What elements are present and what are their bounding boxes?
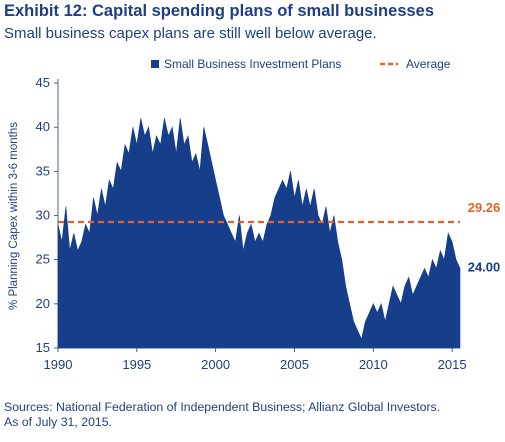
x-tick-label: 2000 <box>201 357 230 372</box>
chart-subtitle: Small business capex plans are still wel… <box>4 25 377 42</box>
x-tick-label: 1990 <box>44 357 73 372</box>
y-tick-label: 30 <box>36 208 50 223</box>
y-tick-label: 20 <box>36 296 50 311</box>
chart-svg: Small Business Investment Plans Average … <box>8 57 501 372</box>
y-tick-label: 25 <box>36 252 50 267</box>
x-tick-label: 2005 <box>280 357 309 372</box>
average-value-label: 29.26 <box>468 200 501 215</box>
source-line-1: Sources: National Federation of Independ… <box>4 400 441 414</box>
y-tick-label: 15 <box>36 340 50 355</box>
x-tick-label: 2010 <box>359 357 388 372</box>
legend: Small Business Investment Plans Average <box>151 57 451 71</box>
source-note: Sources: National Federation of Independ… <box>4 400 440 430</box>
legend-label-average: Average <box>406 57 451 71</box>
y-tick-label: 35 <box>36 163 50 178</box>
y-axis-label: % Planning Capex within 3-6 months <box>8 122 20 310</box>
x-tick-label: 1995 <box>122 357 151 372</box>
latest-value-label: 24.00 <box>468 260 501 275</box>
chart-title: Exhibit 12: Capital spending plans of sm… <box>4 2 435 20</box>
legend-swatch-series <box>151 60 159 68</box>
x-tick-label: 2015 <box>438 357 467 372</box>
y-tick-label: 45 <box>36 75 50 90</box>
y-tick-label: 40 <box>36 119 50 134</box>
series-area <box>57 118 461 349</box>
legend-label-series: Small Business Investment Plans <box>164 57 341 71</box>
source-line-2: As of July 31, 2015. <box>4 415 113 429</box>
